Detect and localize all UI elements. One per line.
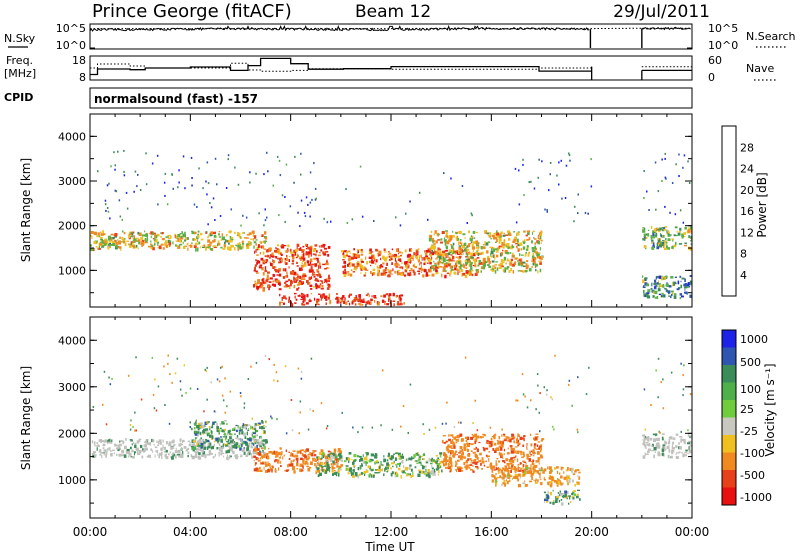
power-y-tick-label: 4000 — [58, 130, 86, 143]
freq-label-line1: Freq. — [6, 54, 33, 67]
power-colorbar-tick: 24 — [740, 163, 754, 176]
x-axis-label: Time UT — [364, 540, 415, 554]
power-echo-band — [642, 275, 692, 300]
power-y-axis-label: Slant Range [km] — [19, 158, 33, 262]
power-colorbar-tick: 20 — [740, 184, 754, 197]
noise-right-label: N.Search — [746, 30, 796, 43]
velocity-echo-band — [441, 433, 545, 474]
nave-label: Nave — [746, 62, 774, 75]
nave-tick-top: 60 — [708, 54, 722, 67]
cpid-label: CPID — [4, 91, 33, 104]
freq-tick-top: 18 — [72, 54, 86, 67]
nave-tick-bottom: 0 — [708, 71, 715, 84]
power-y-tick-label: 2000 — [58, 220, 86, 233]
velocity-y-axis-label: Slant Range [km] — [19, 366, 33, 470]
velocity-colorbar-swatch — [722, 417, 736, 436]
velocity-colorbar-tick: -25 — [740, 425, 758, 438]
x-tick-label: 00:00 — [73, 525, 108, 539]
power-colorbar-tick: 16 — [740, 205, 754, 218]
x-tick-label: 04:00 — [173, 525, 208, 539]
power-colorbar-frame — [721, 125, 737, 297]
velocity-colorbar-tick: 1000 — [740, 333, 768, 346]
freq-label-line2: [MHz] — [4, 67, 36, 80]
power-panel: 4000 3000 2000 1000 Slant Range [km] 28 24 20… — [19, 113, 769, 308]
velocity-colorbar-swatch — [722, 487, 736, 506]
nave-line — [90, 62, 692, 72]
velocity-colorbar-tick: 25 — [740, 403, 754, 416]
power-echo-band — [428, 230, 544, 274]
velocity-colorbar-frame — [721, 329, 737, 506]
velocity-colorbar-swatch — [722, 382, 736, 401]
power-colorbar-tick: 4 — [740, 269, 747, 282]
velocity-echo-band — [491, 466, 581, 488]
frequency-line — [90, 57, 692, 76]
x-tick-label: 08:00 — [273, 525, 308, 539]
velocity-y-tick-label: 4000 — [58, 334, 86, 347]
velocity-colorbar-tick: 100 — [740, 383, 761, 396]
power-echo-band — [340, 248, 481, 279]
noise-left-label: N.Sky — [4, 32, 36, 45]
freq-tick-bottom: 8 — [79, 71, 86, 84]
power-colorbar-tick: 28 — [740, 141, 754, 154]
velocity-y-tick-label: 1000 — [58, 474, 86, 487]
noise-right-tick-top: 10^5 — [708, 22, 738, 35]
velocity-colorbar-tick: -1000 — [740, 491, 772, 504]
power-echo-band — [90, 230, 268, 252]
n-sky-line — [89, 24, 691, 32]
noise-panel: N.Sky 10^5 10^0 10^5 10^0 N.Search — [4, 22, 796, 52]
velocity-y-tick-label: 2000 — [58, 427, 86, 440]
velocity-colorbar-swatch — [722, 347, 736, 366]
date-label: 29/Jul/2011 — [613, 2, 710, 22]
power-y-tick-label: 1000 — [58, 264, 86, 277]
noise-left-tick-bottom: 10^0 — [56, 39, 86, 52]
power-colorbar-tick: 8 — [740, 248, 747, 261]
velocity-echo-band — [315, 452, 443, 479]
velocity-panel: 4000 3000 2000 1000 Slant Range [km] 1000 50… — [19, 316, 777, 519]
x-tick-label: 12:00 — [374, 525, 409, 539]
power-sparse-echoes — [97, 149, 691, 228]
velocity-colorbar-tick: -100 — [740, 447, 765, 460]
noise-left-tick-top: 10^5 — [56, 22, 86, 35]
power-colorbar-tick: 12 — [740, 226, 754, 239]
power-colorbar-label: Power [dB] — [755, 172, 769, 237]
beam-label: Beam 12 — [355, 2, 431, 22]
noise-panel-frame — [89, 23, 693, 50]
cpid-frame — [89, 87, 693, 109]
velocity-colorbar-swatch — [722, 435, 736, 453]
power-y-tick-label: 3000 — [58, 175, 86, 188]
velocity-colorbar-swatch — [722, 365, 736, 383]
velocity-colorbar-swatch — [722, 330, 736, 348]
velocity-y-tick-label: 3000 — [58, 381, 86, 394]
velocity-colorbar-label: Velocity [m s⁻¹] — [763, 363, 777, 456]
velocity-colorbar-tick: -500 — [740, 469, 765, 482]
velocity-colorbar-swatch — [722, 400, 736, 418]
plot-title: Prince George (fitACF) — [92, 1, 292, 22]
velocity-echo-band — [642, 433, 692, 459]
velocity-colorbar-swatch — [722, 470, 736, 488]
velocity-echo-band — [190, 419, 268, 451]
x-tick-label: 16:00 — [474, 525, 509, 539]
power-echo-band — [253, 243, 331, 292]
cpid-text: normalsound (fast) -157 — [94, 92, 258, 106]
x-tick-label: 20:00 — [574, 525, 609, 539]
x-tick-label: 00:00 — [675, 525, 710, 539]
frequency-panel: Freq. [MHz] 18 8 60 0 Nave — [4, 54, 776, 84]
velocity-echo-band — [543, 489, 581, 506]
velocity-sparse-echoes — [92, 354, 692, 435]
velocity-colorbar-swatch — [722, 452, 736, 471]
velocity-colorbar-tick: 500 — [740, 356, 761, 369]
noise-right-tick-bottom: 10^0 — [708, 39, 738, 52]
